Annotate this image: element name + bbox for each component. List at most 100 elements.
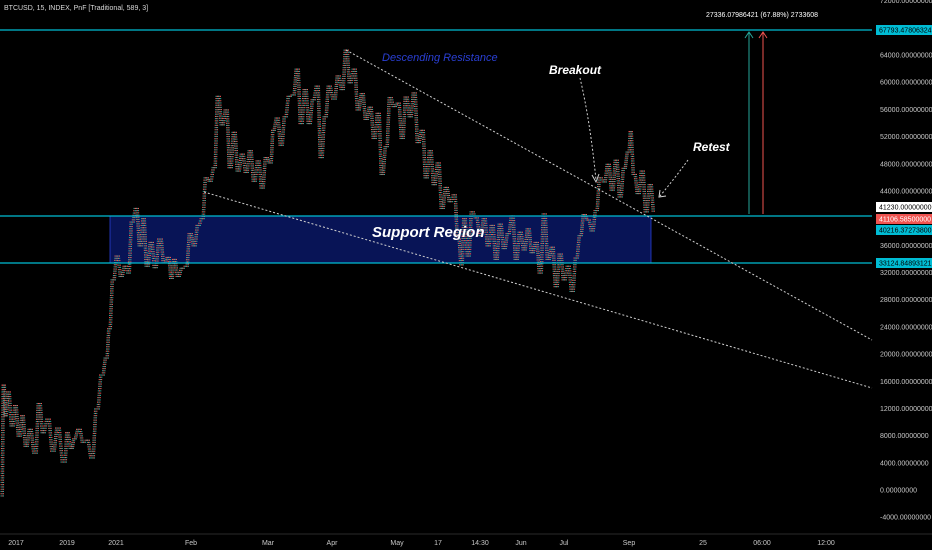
pnf-x-box [410, 107, 412, 109]
pnf-x-box [106, 344, 108, 346]
pnf-x-box [36, 403, 38, 405]
pnf-o-box [349, 75, 351, 77]
pnf-o-box [250, 165, 252, 167]
pnf-o-box [23, 432, 25, 434]
pnf-o-box [340, 77, 342, 79]
pnf-o-box [455, 201, 457, 203]
pnf-x-box [94, 455, 96, 457]
pnf-o-box [279, 135, 281, 137]
pnf-x-box [337, 81, 339, 83]
pnf-o-box [258, 178, 260, 180]
pnf-x-box [301, 107, 303, 109]
pnf-o-box [446, 190, 448, 192]
pnf-o-box [52, 446, 54, 448]
pnf-o-box [86, 441, 88, 443]
pnf-x-box [313, 99, 315, 101]
pnf-o-box [476, 219, 478, 221]
pnf-o-box [355, 93, 357, 95]
pnf-o-box [67, 436, 69, 438]
pnf-x-box [94, 415, 96, 417]
pnf-x-box [99, 385, 101, 387]
pnf-x-box [108, 353, 110, 355]
pnf-o-box [276, 119, 278, 121]
pnf-x-box [133, 214, 135, 216]
pnf-o-box [159, 242, 161, 244]
pnf-x-box [497, 252, 499, 254]
pnf-x-box [334, 88, 336, 90]
pnf-x-box [146, 265, 148, 267]
pnf-o-box [424, 150, 426, 152]
pnf-x-box [229, 164, 231, 166]
pnf-o-box [228, 158, 230, 160]
pnf-o-box [492, 243, 494, 245]
pnf-x-box [256, 176, 258, 178]
pnf-x-box [142, 240, 144, 242]
pnf-o-box [252, 158, 254, 160]
pnf-x-box [381, 169, 383, 171]
pnf-x-box [35, 427, 37, 429]
pnf-x-box [335, 79, 337, 81]
pnf-x-box [187, 239, 189, 241]
pnf-o-box [353, 70, 355, 72]
pnf-o-box [485, 243, 487, 245]
pnf-o-box [371, 137, 373, 139]
pnf-x-box [264, 161, 266, 163]
pnf-o-box [8, 400, 10, 402]
pnf-o-box [493, 240, 495, 242]
pnf-x-box [462, 255, 464, 257]
pnf-o-box [298, 98, 300, 100]
pnf-x-box [470, 218, 472, 220]
pnf-o-box [449, 199, 451, 201]
pnf-o-box [378, 133, 380, 135]
pnf-o-box [260, 173, 262, 175]
pnf-x-box [171, 271, 173, 273]
pnf-o-box [317, 116, 319, 118]
pnf-x-box [405, 105, 407, 107]
pnf-x-box [352, 77, 354, 79]
pnf-x-box [94, 421, 96, 423]
pnf-o-box [4, 395, 6, 397]
pnf-x-box [283, 135, 285, 137]
pnf-x-box [470, 233, 472, 235]
pnf-x-box [308, 120, 310, 122]
pnf-o-box [456, 238, 458, 240]
pnf-x-box [115, 257, 117, 259]
pnf-o-box [330, 92, 332, 94]
pnf-o-box [217, 98, 219, 100]
pnf-x-box [2, 450, 4, 452]
pnf-x-box [410, 114, 412, 116]
pnf-o-box [32, 435, 34, 437]
pnf-o-box [431, 154, 433, 156]
pnf-o-box [492, 234, 494, 236]
plot-area[interactable] [0, 0, 872, 534]
pnf-x-box [272, 127, 274, 129]
pnf-x-box [106, 339, 108, 341]
pnf-o-box [354, 89, 356, 91]
pnf-o-box [362, 99, 364, 101]
pnf-o-box [9, 411, 11, 413]
pnf-o-box [169, 273, 171, 275]
pnf-o-box [479, 230, 481, 232]
pnf-x-box [389, 114, 391, 116]
pnf-x-box [343, 82, 345, 84]
pnf-x-box [405, 116, 407, 118]
pnf-o-box [416, 126, 418, 128]
pnf-o-box [228, 138, 230, 140]
pnf-o-box [41, 427, 43, 429]
pnf-o-box [493, 245, 495, 247]
pnf-o-box [297, 95, 299, 97]
pnf-o-box [494, 236, 496, 238]
pnf-o-box [17, 418, 19, 420]
pnf-x-box [3, 445, 5, 447]
support-region-box[interactable] [109, 215, 652, 264]
pnf-o-box [280, 137, 282, 139]
pnf-o-box [458, 251, 460, 253]
pnf-x-box [309, 112, 311, 114]
pnf-x-box [325, 105, 327, 107]
pnf-x-box [154, 267, 156, 269]
pnf-x-box [343, 80, 345, 82]
pnf-x-box [187, 252, 189, 254]
pnf-x-box [0, 459, 2, 461]
pnf-x-box [359, 93, 361, 95]
